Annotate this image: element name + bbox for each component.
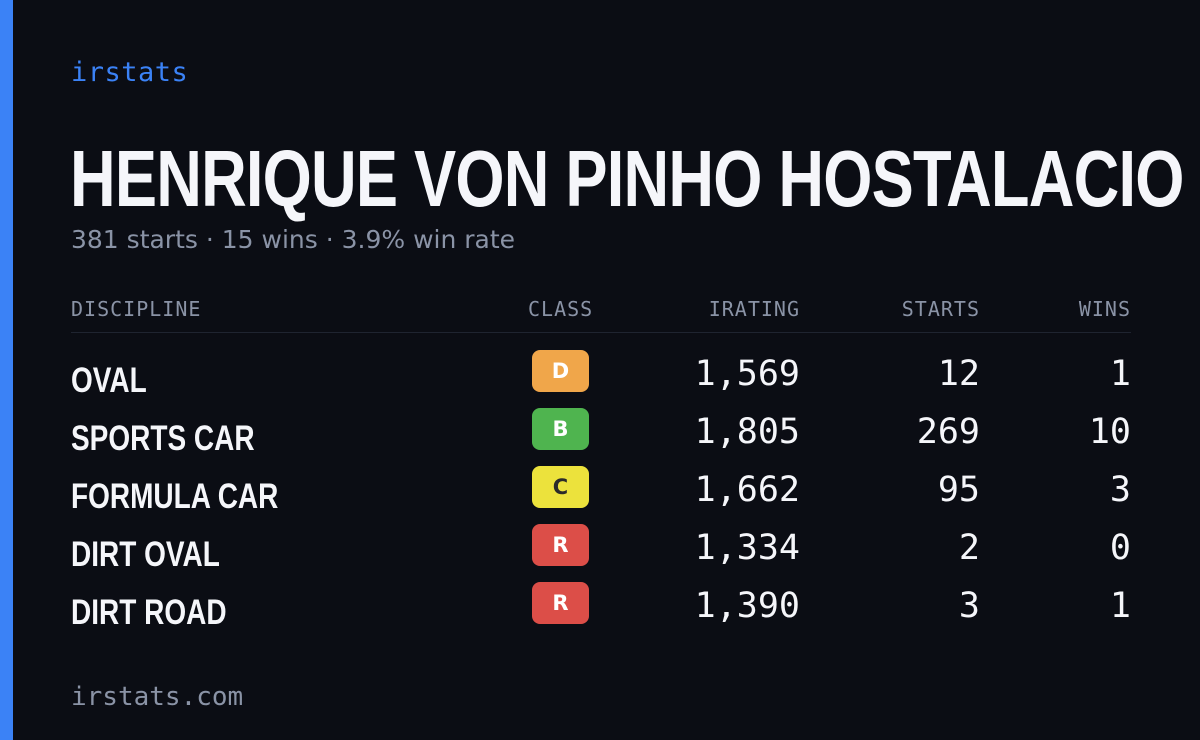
irating-value: 1,334	[694, 528, 800, 568]
starts-value: 12	[937, 354, 980, 394]
irating-value: 1,390	[694, 586, 800, 626]
table-row: FORMULA CAR C 1,662 95 3	[71, 461, 1131, 519]
class-badge: D	[532, 350, 589, 392]
wins-value: 0	[1109, 528, 1131, 568]
starts-value: 269	[916, 412, 980, 452]
header-irating: IRATING	[708, 297, 800, 321]
class-badge: B	[532, 408, 589, 450]
class-badge: R	[532, 582, 589, 624]
discipline-name: DIRT ROAD	[71, 593, 227, 632]
wins-value: 10	[1088, 412, 1131, 452]
header-wins: WINS	[1078, 297, 1131, 321]
accent-bar	[0, 0, 13, 740]
driver-summary: 381 starts · 15 wins · 3.9% win rate	[71, 225, 516, 254]
header-starts: STARTS	[901, 297, 980, 321]
brand-logo[interactable]: irstats	[71, 57, 189, 88]
wins-value: 1	[1109, 354, 1131, 394]
discipline-name: FORMULA CAR	[71, 477, 279, 516]
discipline-name: SPORTS CAR	[71, 419, 255, 458]
class-badge: C	[532, 466, 589, 508]
driver-name: HENRIQUE VON PINHO HOSTALACIO	[70, 134, 1184, 223]
wins-value: 3	[1109, 470, 1131, 510]
irating-value: 1,569	[694, 354, 800, 394]
class-badge: R	[532, 524, 589, 566]
starts-value: 3	[958, 586, 980, 626]
table-row: DIRT ROAD R 1,390 3 1	[71, 577, 1131, 635]
table-row: SPORTS CAR B 1,805 269 10	[71, 403, 1131, 461]
header-class: CLASS	[528, 297, 594, 321]
table-row: DIRT OVAL R 1,334 2 0	[71, 519, 1131, 577]
discipline-name: OVAL	[71, 361, 147, 400]
starts-value: 2	[958, 528, 980, 568]
starts-value: 95	[937, 470, 980, 510]
irating-value: 1,805	[694, 412, 800, 452]
stats-table-body: OVAL D 1,569 12 1 SPORTS CAR B 1,805 269…	[71, 345, 1131, 635]
irating-value: 1,662	[694, 470, 800, 510]
header-discipline: DISCIPLINE	[71, 297, 202, 321]
discipline-name: DIRT OVAL	[71, 535, 220, 574]
table-row: OVAL D 1,569 12 1	[71, 345, 1131, 403]
footer-url[interactable]: irstats.com	[71, 682, 244, 712]
stats-table-header: DISCIPLINE CLASS IRATING STARTS WINS	[71, 294, 1131, 333]
wins-value: 1	[1109, 586, 1131, 626]
